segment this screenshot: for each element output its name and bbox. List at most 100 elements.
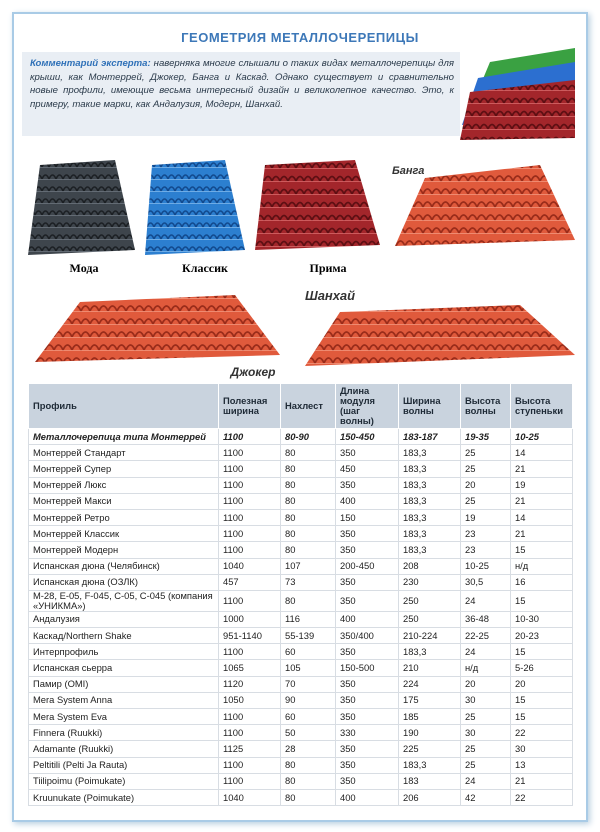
table-row: Mera System Eva 1100 60 350 185 25 15 [28, 707, 573, 726]
comment-label: Комментарий эксперта: [30, 58, 151, 69]
table-cell: 1040 [218, 788, 281, 807]
table-cell: 350 [335, 476, 399, 494]
table-cell: 183,3 [398, 756, 461, 774]
table-cell: 19-35 [460, 427, 511, 446]
table-cell: 1125 [218, 740, 281, 758]
table-cell: 250 [398, 610, 461, 629]
table-cell: 183,3 [398, 643, 461, 661]
table-cell: 1100 [218, 772, 281, 790]
table-cell: Монтеррей Стандарт [28, 444, 219, 462]
table-row: Монтеррей Люкс 1100 80 350 183,3 20 19 [28, 476, 573, 494]
table-cell: Каскад/Northern Shake [28, 627, 219, 645]
table-cell: 21 [510, 460, 573, 478]
table-cell: 350 [335, 707, 399, 726]
table-cell: 15 [510, 707, 573, 726]
table-cell: 36-48 [460, 610, 511, 629]
table-row: Испанская дюна (ОЗЛК) 457 73 350 230 30,5 16 [28, 573, 573, 591]
title: ГЕОМЕТРИЯ МЕТАЛЛОЧЕРЕПИЦЫ [181, 30, 419, 45]
table-cell: Монтеррей Супер [28, 460, 219, 478]
table-cell: 107 [280, 557, 336, 575]
table-cell: 1100 [218, 724, 281, 742]
table-row: Монтеррей Супер 1100 80 450 183,3 25 21 [28, 460, 573, 478]
table-cell: 183-187 [398, 427, 461, 446]
table-cell: 80-90 [280, 427, 336, 446]
table-cell: Андалузия [28, 610, 219, 629]
table-cell: 24 [460, 643, 511, 661]
table-cell: 224 [398, 675, 461, 693]
table-cell: 25 [460, 444, 511, 462]
table-cell: 206 [398, 788, 461, 807]
table-row: Каскад/Northern Shake 951-1140 55-139 350/4… [28, 627, 573, 645]
table-cell: 208 [398, 557, 461, 575]
table-cell: 80 [280, 444, 336, 462]
table-cell: 15 [510, 691, 573, 710]
table-cell: 42 [460, 788, 511, 807]
table-row: Tiilipoimu (Poimukate) 1100 80 350 183 24 21 [28, 772, 573, 790]
table-body: Металлочерепица типа Монтеррей 1100 80-90 1… [28, 427, 573, 807]
table-cell: Металлочерепица типа Монтеррей [28, 427, 219, 446]
table-cell: 60 [280, 707, 336, 726]
table-cell: 450 [335, 460, 399, 478]
table-cell: Mera System Eva [28, 707, 219, 726]
table-cell: 23 [460, 541, 511, 559]
table-row: Adamante (Ruukki) 1125 28 350 225 25 30 [28, 740, 573, 758]
table-cell: н/д [510, 557, 573, 575]
table-row: Монтеррей Макси 1100 80 400 183,3 25 21 [28, 492, 573, 510]
table-cell: 14 [510, 508, 573, 527]
table-cell: Испанская сьерра [28, 659, 219, 677]
table-cell: 1100 [218, 476, 281, 494]
table-cell: 22 [510, 724, 573, 742]
label-djoker: Джокер [230, 365, 276, 379]
table-cell: 15 [510, 589, 573, 612]
table-row: M-28, E-05, F-045, C-05, C-045 (компания… [28, 589, 573, 612]
table-cell: Испанская дюна (Челябинск) [28, 557, 219, 575]
table-cell: 400 [335, 610, 399, 629]
table-row: Памир (OMI) 1120 70 350 224 20 20 [28, 675, 573, 693]
table-cell: 25 [460, 492, 511, 510]
profile-table: Профиль Полезная ширина Нахлест Длина модул… [28, 383, 573, 807]
table-cell: 350 [335, 589, 399, 612]
table-cell: 80 [280, 525, 336, 543]
table-cell: 24 [460, 772, 511, 790]
table-cell: 350 [335, 691, 399, 710]
table-cell: 183,3 [398, 508, 461, 527]
table-cell: 1100 [218, 444, 281, 462]
table-row: Андалузия 1000 116 400 250 36-48 10-30 [28, 610, 573, 629]
table-row: Mera System Anna 1050 90 350 175 30 15 [28, 691, 573, 710]
table-cell: Монтеррей Макси [28, 492, 219, 510]
table-cell: 80 [280, 756, 336, 774]
header-cell: Высота волны [460, 383, 511, 429]
table-cell: 400 [335, 788, 399, 807]
table-cell: 25 [460, 756, 511, 774]
table-cell: 30 [460, 691, 511, 710]
table-cell: 10-25 [460, 557, 511, 575]
table-cell: 15 [510, 643, 573, 661]
table-cell: 21 [510, 772, 573, 790]
table-cell: Tiilipoimu (Poimukate) [28, 772, 219, 790]
table-cell: 80 [280, 541, 336, 559]
table-cell: 183 [398, 772, 461, 790]
header-cell: Длина модуля (шаг волны) [335, 383, 399, 429]
table-row: Kruunukate (Poimukate) 1040 80 400 206 42 22 [28, 788, 573, 807]
roof-prima [255, 160, 380, 250]
table-cell: 1040 [218, 557, 281, 575]
table-cell: 350 [335, 740, 399, 758]
label-klassik: Классик [182, 261, 228, 275]
table-row: Finnera (Ruukki) 1100 50 330 190 30 22 [28, 724, 573, 742]
table-cell: Памир (OMI) [28, 675, 219, 693]
table-cell: 10-25 [510, 427, 573, 446]
table-cell: Испанская дюна (ОЗЛК) [28, 573, 219, 591]
table-row: Peltitili (Pelti Ja Rauta) 1100 80 350 183,3… [28, 756, 573, 774]
table-cell: 21 [510, 525, 573, 543]
table-cell: 350 [335, 541, 399, 559]
table-cell: 30,5 [460, 573, 511, 591]
table-cell: 90 [280, 691, 336, 710]
table-cell: Интерпрофиль [28, 643, 219, 661]
table-cell: 20 [460, 476, 511, 494]
table-cell: 1050 [218, 691, 281, 710]
table-cell: 60 [280, 643, 336, 661]
table-cell: 350 [335, 573, 399, 591]
table-cell: 1120 [218, 675, 281, 693]
table-cell: 80 [280, 788, 336, 807]
